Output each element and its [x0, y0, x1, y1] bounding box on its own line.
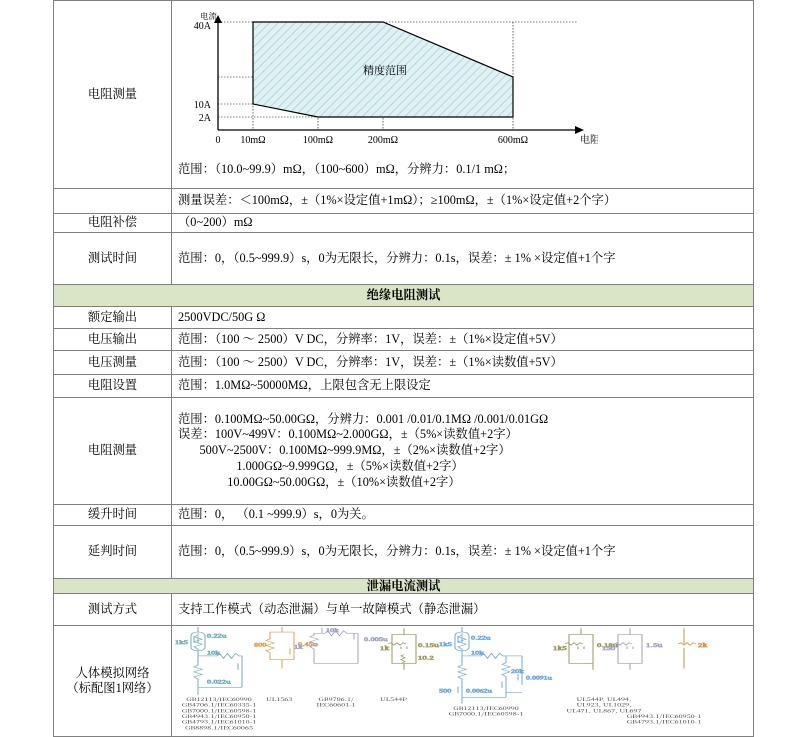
svg-text:20k: 20k — [511, 668, 524, 675]
svg-text:IEC60601-1: IEC60601-1 — [316, 702, 355, 709]
svg-text:10A: 10A — [194, 100, 212, 111]
svg-text:精度范围: 精度范围 — [363, 62, 407, 78]
svg-text:2A: 2A — [199, 113, 212, 124]
svg-text:10mΩ: 10mΩ — [240, 135, 265, 146]
svg-text:0.0062u: 0.0062u — [466, 687, 492, 694]
svg-text:0.022u: 0.022u — [207, 679, 231, 686]
svg-text:0.0091u: 0.0091u — [526, 675, 552, 682]
svg-text:800: 800 — [254, 641, 267, 648]
svg-text:1.5u: 1.5u — [646, 641, 663, 649]
svg-text:500: 500 — [439, 687, 452, 694]
svg-text:10.2: 10.2 — [418, 654, 434, 662]
svg-text:1k5: 1k5 — [553, 645, 567, 653]
svg-text:40A: 40A — [194, 21, 212, 32]
svg-text:600mΩ: 600mΩ — [498, 135, 528, 146]
svg-text:150: 150 — [602, 645, 616, 653]
svg-text:1k: 1k — [294, 643, 303, 650]
svg-text:GB7000.1/IEC60598-1: GB7000.1/IEC60598-1 — [449, 711, 523, 718]
svg-text:UL544P: UL544P — [380, 696, 407, 703]
svg-text:0.22u: 0.22u — [471, 635, 491, 642]
svg-text:10k: 10k — [326, 627, 339, 634]
svg-text:2k: 2k — [698, 641, 708, 649]
svg-text:10k: 10k — [207, 650, 220, 657]
svg-text:GB8898.1/IEC60065: GB8898.1/IEC60065 — [185, 724, 254, 731]
svg-text:0.22u: 0.22u — [207, 633, 227, 640]
svg-text:1k5: 1k5 — [439, 641, 452, 648]
svg-text:0.005u: 0.005u — [364, 636, 388, 643]
svg-text:GB4793.1/IEC61010-1: GB4793.1/IEC61010-1 — [627, 719, 701, 726]
svg-text:UL1563: UL1563 — [266, 696, 292, 703]
svg-text:10k: 10k — [471, 650, 484, 657]
svg-text:0.15u: 0.15u — [418, 641, 440, 649]
svg-text:电阻: 电阻 — [580, 131, 598, 146]
svg-text:0: 0 — [216, 135, 221, 146]
svg-text:1k: 1k — [380, 645, 390, 653]
svg-text:1k5: 1k5 — [175, 639, 188, 646]
svg-text:200mΩ: 200mΩ — [368, 135, 398, 146]
svg-text:100mΩ: 100mΩ — [303, 135, 333, 146]
